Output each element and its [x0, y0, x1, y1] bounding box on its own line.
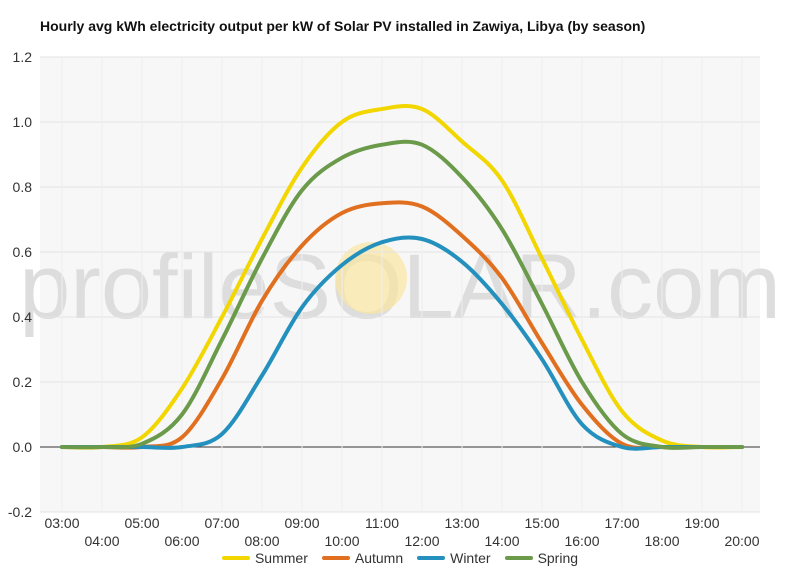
legend: Summer Autumn Winter Spring: [0, 550, 800, 566]
legend-swatch: [417, 556, 446, 560]
y-tick-label: 0.0: [13, 439, 33, 455]
y-tick-label: 1.2: [13, 49, 33, 65]
y-tick-label: 0.4: [13, 309, 33, 325]
y-tick-label: 1.0: [13, 114, 33, 130]
series-line-spring: [60, 139, 744, 450]
x-tick-label: 10:00: [324, 533, 359, 549]
x-tick-label: 16:00: [564, 533, 599, 549]
legend-item-spring[interactable]: Spring: [504, 550, 579, 566]
x-tick-label: 06:00: [164, 533, 199, 549]
x-tick-label: 13:00: [444, 515, 479, 531]
series-line-summer: [60, 104, 744, 450]
x-tick-label: 12:00: [404, 533, 439, 549]
watermark-sun-icon: [335, 242, 407, 314]
series-line-autumn: [60, 200, 744, 450]
y-tick-label: 0.6: [13, 244, 33, 260]
legend-item-winter[interactable]: Winter: [417, 550, 491, 566]
y-tick-label: -0.2: [8, 504, 32, 520]
legend-label: Autumn: [354, 550, 404, 566]
x-tick-label: 17:00: [604, 515, 639, 531]
legend-swatch: [321, 556, 350, 560]
legend-swatch: [221, 556, 250, 560]
x-tick-label: 07:00: [204, 515, 239, 531]
legend-label: Winter: [450, 550, 491, 566]
x-tick-label: 15:00: [524, 515, 559, 531]
x-tick-label: 04:00: [84, 533, 119, 549]
x-tick-label: 18:00: [644, 533, 679, 549]
x-tick-label: 20:00: [724, 533, 759, 549]
x-tick-label: 09:00: [284, 515, 319, 531]
series-line-winter: [60, 235, 744, 451]
x-tick-label: 11:00: [365, 515, 399, 531]
legend-item-summer[interactable]: Summer: [221, 550, 308, 566]
chart-title: Hourly avg kWh electricity output per kW…: [40, 18, 646, 34]
legend-swatch: [504, 556, 533, 560]
y-tick-label: 0.2: [13, 374, 33, 390]
x-tick-label: 14:00: [484, 533, 519, 549]
legend-label: Summer: [254, 550, 308, 566]
x-tick-label: 08:00: [244, 533, 279, 549]
y-tick-label: 0.8: [13, 179, 33, 195]
legend-label: Spring: [537, 550, 579, 566]
x-tick-label: 19:00: [684, 515, 719, 531]
x-tick-label: 03:00: [44, 515, 79, 531]
x-tick-label: 05:00: [124, 515, 159, 531]
legend-item-autumn[interactable]: Autumn: [321, 550, 404, 566]
